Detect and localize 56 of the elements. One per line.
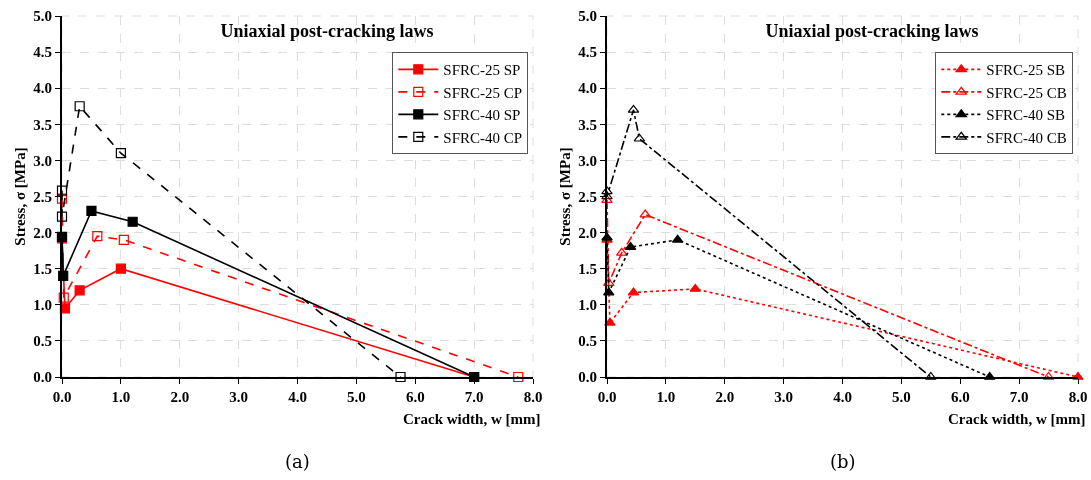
x-tick-label: 7.0 [464,389,484,405]
y-tick-label: 4.5 [33,44,52,61]
legend-label: SFRC-40 SP [443,107,521,124]
x-tick-label: 0.0 [52,389,72,405]
text: (b) [830,451,856,472]
y-tick-label: 1.0 [33,297,52,314]
y-tick-label: 1.5 [33,260,52,277]
y-tick-label: 2.5 [578,188,597,205]
y-tick-label: 1.0 [578,297,597,314]
y-tick-label: 3.5 [33,116,52,133]
chart-title: Uniaxial post-cracking laws [765,20,979,41]
y-tick-label: 2.0 [578,224,597,241]
x-tick-label: 6.0 [950,389,970,405]
y-tick-label: 0.0 [578,369,597,386]
x-tick-label: 4.0 [833,389,852,405]
x-tick-label: 8.0 [1068,389,1088,405]
x-tick-label: 5.0 [347,389,366,405]
y-tick-label: 0.0 [33,369,52,386]
y-tick-label: 2.5 [33,188,52,205]
x-tick-label: 2.0 [170,389,190,405]
x-tick-label: 7.0 [1009,389,1029,405]
legend-label: SFRC-25 SB [986,62,1066,79]
x-tick-label: 5.0 [892,389,911,405]
x-tick-label: 2.0 [715,389,735,405]
x-tick-label: 0.0 [597,389,617,405]
x-tick-label: 8.0 [523,389,543,405]
x-tick-label: 6.0 [405,389,425,405]
y-tick-label: 2.0 [33,224,52,241]
y-tick-label: 1.5 [578,260,597,277]
legend-label: SFRC-40 CP [443,129,523,146]
y-axis-title: Stress, σ [MPa] [557,147,573,246]
y-tick-label: 0.5 [578,333,597,350]
x-tick-label: 3.0 [229,389,249,405]
x-tick-label: 3.0 [774,389,794,405]
legend-label: SFRC-40 SB [986,107,1066,124]
y-tick-label: 5.0 [578,8,597,25]
legend-label: SFRC-25 CP [443,84,523,101]
y-tick-label: 4.0 [33,80,52,97]
x-tick-label: 4.0 [288,389,307,405]
y-tick-label: 3.0 [578,152,597,169]
y-tick-label: 5.0 [33,8,52,25]
y-tick-label: 4.0 [578,80,597,97]
x-axis-title: Crack width, w [mm] [948,411,1086,427]
text: (a) [285,451,310,472]
y-tick-label: 0.5 [33,333,52,350]
chart-title: Uniaxial post-cracking laws [220,20,434,41]
y-axis-title: Stress, σ [MPa] [12,147,28,246]
x-axis-title: Crack width, w [mm] [403,411,541,427]
x-tick-label: 1.0 [656,389,676,405]
y-tick-label: 3.0 [33,152,52,169]
x-tick-label: 1.0 [111,389,131,405]
y-tick-label: 4.5 [578,44,597,61]
y-tick-label: 3.5 [578,116,597,133]
legend-label: SFRC-40 CB [986,129,1067,146]
legend-label: SFRC-25 CB [986,84,1067,101]
legend-label: SFRC-25 SP [443,62,521,79]
